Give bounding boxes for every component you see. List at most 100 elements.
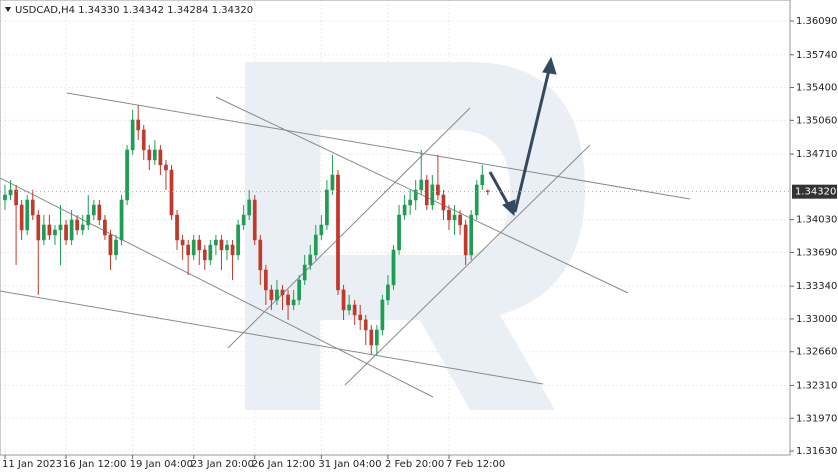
x-tick-label: 31 Jan 04:00: [318, 459, 381, 470]
trend-line: [344, 144, 591, 386]
candle-body: [358, 314, 363, 321]
candle-body: [214, 239, 218, 246]
candle-body: [125, 149, 129, 201]
candle-body: [180, 239, 185, 246]
candle-body: [14, 189, 18, 206]
x-tick-label: 7 Feb 12:00: [446, 459, 505, 470]
candle-body: [208, 244, 213, 261]
x-tick-label: 19 Jan 04:00: [130, 459, 193, 470]
watermark-logo: [245, 62, 585, 410]
x-tick-label: 16 Jan 12:00: [63, 459, 126, 470]
candle-body: [413, 189, 418, 201]
candle-body: [452, 214, 457, 221]
candle-body: [319, 224, 324, 236]
y-tick-label: 1.34030: [796, 215, 837, 226]
candle-body: [363, 319, 368, 331]
candle-body: [53, 229, 57, 236]
candle-body: [164, 164, 168, 171]
y-tick-label: 1.31630: [796, 446, 837, 457]
candle-body: [30, 199, 35, 216]
axes: 1.36090 1.35740 1.35400 1.35060 1.34710 1.340…: [0, 16, 837, 470]
candle-body: [286, 294, 290, 306]
plot-border: [0, 0, 791, 456]
candle-body: [119, 199, 124, 241]
candle-body: [441, 194, 446, 211]
candle-body: [330, 174, 335, 191]
title-marker: [5, 7, 11, 12]
candle-body: [375, 329, 379, 346]
candle-body: [47, 224, 52, 236]
candle-body: [225, 244, 229, 251]
candle-body: [313, 234, 318, 256]
y-tick-label: 1.33690: [796, 247, 837, 258]
candle-body: [369, 329, 374, 346]
candle-body: [36, 214, 41, 241]
candle-body: [75, 219, 80, 231]
candle-body: [19, 204, 24, 231]
candle-body: [419, 179, 424, 191]
candle-body: [58, 224, 63, 231]
candle-body: [424, 179, 429, 206]
watermark: [245, 62, 585, 410]
candle-body: [336, 174, 340, 291]
candle-body: [430, 184, 435, 206]
candle-body: [325, 189, 329, 226]
candle-body: [169, 169, 174, 216]
candle-body: [130, 119, 135, 151]
candle-body: [463, 224, 468, 256]
candle-body: [241, 214, 246, 226]
candle-body: [114, 239, 118, 256]
candle-body: [141, 129, 146, 151]
candles: [3, 105, 490, 355]
candle-body: [86, 214, 91, 226]
candle-body: [302, 264, 307, 281]
y-tick-label: 1.34710: [796, 149, 837, 160]
candle-body: [175, 214, 179, 241]
y-tick-label: 1.32660: [796, 347, 837, 358]
candle-body: [341, 289, 346, 311]
candle-body: [269, 289, 274, 301]
forecast-arrow: [488, 56, 557, 217]
candle-body: [474, 184, 479, 216]
candle-body: [97, 204, 102, 221]
y-tick-label: 1.35740: [796, 50, 837, 61]
candle-body: [247, 199, 252, 216]
candle-body: [436, 184, 440, 196]
candle-body: [136, 119, 141, 131]
candle-body: [186, 244, 191, 256]
candle-body: [25, 199, 30, 231]
candle-body: [8, 189, 13, 196]
candle-body: [291, 299, 296, 306]
trend-lines: [0, 92, 691, 398]
candle-body: [308, 254, 313, 266]
arrow-head: [542, 56, 557, 75]
x-tick-label: 11 Jan 2023: [2, 459, 62, 470]
y-tick-label: 1.36090: [796, 16, 837, 27]
candle-body: [486, 190, 490, 192]
candle-body: [391, 249, 396, 286]
candle-body: [230, 244, 235, 256]
candle-body: [252, 199, 257, 241]
arrow-segment: [513, 69, 551, 213]
candle-body: [397, 214, 401, 251]
trend-line: [215, 96, 629, 294]
arrow-head: [502, 199, 516, 217]
y-tick-label: 1.35400: [796, 83, 837, 94]
trend-line: [66, 92, 691, 200]
candle-body: [103, 219, 107, 236]
x-tick-label: 26 Jan 12:00: [252, 459, 315, 470]
candle-body: [64, 224, 68, 241]
last-price-label: 1.34320: [795, 187, 836, 198]
candle-body: [158, 149, 163, 166]
chart-title: USDCAD,H4 1.34330 1.34342 1.34284 1.3432…: [15, 5, 253, 16]
candle-body: [42, 224, 46, 241]
y-tick-label: 1.31970: [796, 413, 837, 424]
candle-body: [352, 304, 357, 316]
y-tick-label: 1.33000: [796, 314, 837, 325]
trend-line: [227, 107, 471, 349]
candle-body: [91, 204, 96, 216]
candle-body: [402, 204, 407, 216]
candle-body: [69, 219, 74, 241]
